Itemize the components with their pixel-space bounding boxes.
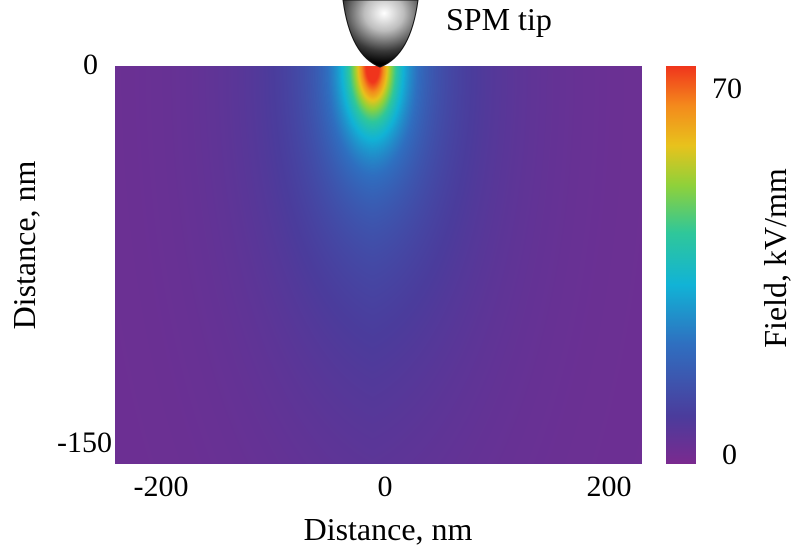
y-axis-label: Distance, nm [6,160,42,329]
colorbar-max-label: 70 [712,72,742,105]
x-tick-label: 0 [378,470,393,503]
x-tick-label: -200 [134,470,189,503]
x-tick-label: 200 [587,470,632,503]
tip-annotation: SPM tip [446,1,552,37]
y-tick-label: 0 [83,48,98,81]
y-tick-label: -150 [57,426,112,459]
colorbar [666,66,696,464]
spm-tip-icon [342,0,419,68]
x-axis-label: Distance, nm [304,511,473,547]
field-heatmap [115,66,642,464]
colorbar-min-label: 0 [722,438,737,471]
colorbar-label: Field, kV/mm [757,168,793,348]
